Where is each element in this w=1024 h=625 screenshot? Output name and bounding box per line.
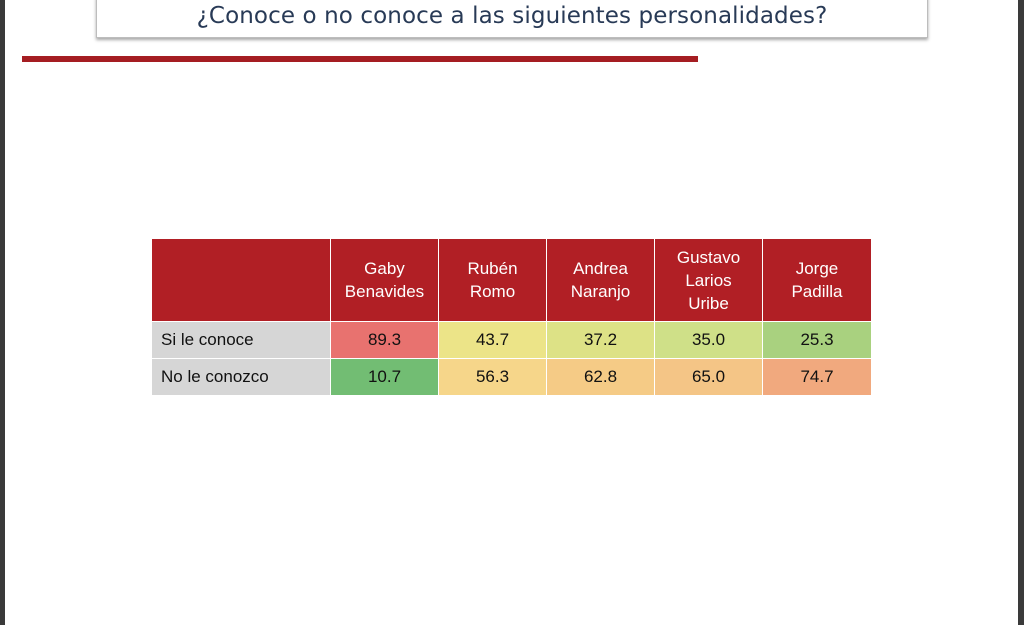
table-row-no-le-conozco: No le conozco 10.7 56.3 62.8 65.0 74.7 xyxy=(151,358,872,396)
value-cell: 25.3 xyxy=(762,321,872,359)
value-cell: 62.8 xyxy=(546,358,655,396)
value-cell: 56.3 xyxy=(438,358,547,396)
column-header-label: Jorge Padilla xyxy=(791,259,843,301)
column-header: Andrea Naranjo xyxy=(546,238,655,322)
title-underline-rule xyxy=(22,56,698,62)
column-header-label: Rubén Romo xyxy=(467,259,518,301)
column-header: Rubén Romo xyxy=(438,238,547,322)
value-cell: 89.3 xyxy=(330,321,439,359)
column-header-label: Gaby Benavides xyxy=(344,259,425,301)
table-row-si-le-conoce: Si le conoce 89.3 43.7 37.2 35.0 25.3 xyxy=(151,321,872,359)
left-frame-edge xyxy=(0,0,5,625)
column-header: Jorge Padilla xyxy=(762,238,872,322)
title-box: ¿Conoce o no conoce a las siguientes per… xyxy=(96,0,928,38)
column-header: Gaby Benavides xyxy=(330,238,439,322)
header-row: Gaby Benavides Rubén Romo Andrea Naranjo… xyxy=(151,238,872,322)
right-frame-edge xyxy=(1018,0,1024,625)
column-header-label: Andrea Naranjo xyxy=(570,259,631,301)
row-label: Si le conoce xyxy=(151,321,331,359)
value-cell: 43.7 xyxy=(438,321,547,359)
value-cell: 10.7 xyxy=(330,358,439,396)
value-cell: 65.0 xyxy=(654,358,763,396)
awareness-table: Gaby Benavides Rubén Romo Andrea Naranjo… xyxy=(151,238,872,396)
column-header-label: Gustavo Larios Uribe xyxy=(676,247,741,313)
value-cell: 37.2 xyxy=(546,321,655,359)
value-cell: 35.0 xyxy=(654,321,763,359)
header-corner-cell xyxy=(151,238,331,322)
row-label: No le conozco xyxy=(151,358,331,396)
value-cell: 74.7 xyxy=(762,358,872,396)
column-header: Gustavo Larios Uribe xyxy=(654,238,763,322)
page-title: ¿Conoce o no conoce a las siguientes per… xyxy=(196,3,828,29)
